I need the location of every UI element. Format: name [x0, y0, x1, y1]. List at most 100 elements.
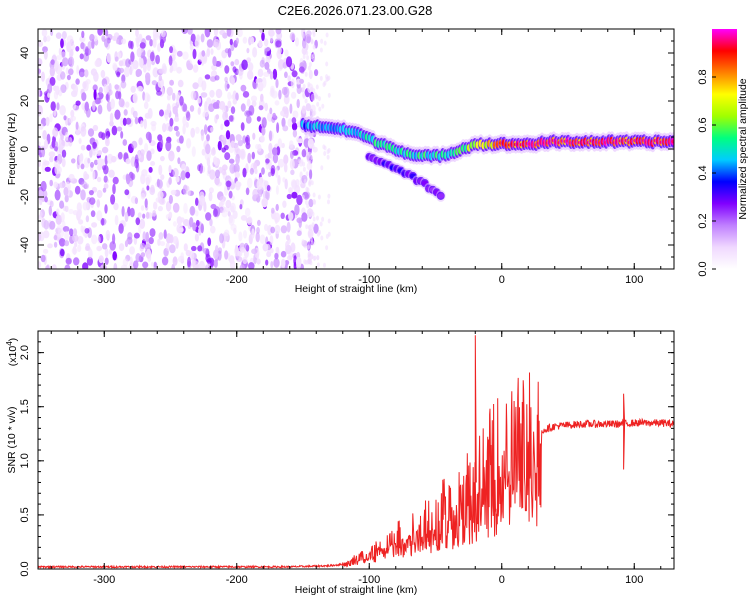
- spectrogram-noise-cell: [104, 204, 108, 214]
- spectrogram-noise-cell: [209, 89, 215, 98]
- spectrogram-noise-cell: [215, 114, 220, 120]
- spectrogram-noise-cell: [145, 211, 150, 219]
- spectrogram-noise-cell: [258, 40, 263, 48]
- spectrogram-noise-cell: [290, 242, 296, 253]
- spectrogram-noise-cell: [78, 219, 84, 225]
- spectrogram-noise-cell: [211, 64, 218, 71]
- spectrogram-noise-cell: [246, 216, 253, 226]
- snr-scale-label: (x104): [5, 338, 19, 366]
- spectrogram-noise-cell: [49, 156, 54, 163]
- spectrogram-noise-cell: [124, 211, 129, 222]
- y-tick-label: 1.5: [19, 399, 31, 414]
- spectrogram-noise-cell: [302, 92, 306, 98]
- spectrogram-noise-cell: [75, 46, 80, 52]
- x-tick-label: -300: [93, 574, 115, 586]
- spectrogram-noise-cell: [96, 199, 101, 208]
- spectrogram-noise-cell: [124, 189, 130, 196]
- spectrogram-noise-cell: [308, 231, 312, 237]
- spectrogram-noise-cell: [121, 38, 127, 45]
- spectrogram-noise-cell: [183, 202, 188, 214]
- spectrogram-noise-cell: [44, 196, 48, 203]
- spectrogram-noise-cell: [81, 92, 87, 102]
- spectrogram-noise-cell: [124, 240, 129, 248]
- spectrogram-noise-cell: [266, 251, 272, 258]
- spectrogram-noise-cell: [80, 163, 85, 170]
- spectrogram-noise-cell: [92, 170, 96, 180]
- spectrogram-noise-cell: [114, 109, 121, 120]
- spectrogram-noise-cell: [251, 248, 258, 255]
- spectrogram-noise-cell: [61, 30, 67, 40]
- spectrogram-noise-cell: [94, 59, 101, 68]
- spectrogram-noise-cell: [219, 195, 226, 203]
- spectrogram-noise-cell: [182, 51, 189, 60]
- spectrogram-noise-cell: [155, 54, 161, 65]
- spectrogram-noise-cell: [275, 185, 279, 195]
- spectrogram-noise-cell: [109, 112, 114, 124]
- spectrogram-noise-cell: [246, 98, 251, 107]
- spectrogram-noise-cell: [282, 125, 289, 132]
- spectrogram-noise-cell: [312, 192, 316, 198]
- spectrogram-noise-cell: [138, 224, 142, 235]
- spectrogram-noise-cell: [87, 41, 93, 50]
- spectrogram-noise-cell: [204, 29, 211, 38]
- spectrogram-noise-cell: [174, 116, 180, 123]
- spectrogram-noise-cell: [49, 76, 56, 86]
- spectrogram-signal-layer: [299, 114, 674, 202]
- spectrogram-y-label: Frequency (Hz): [6, 113, 18, 185]
- spectrogram-noise-cell: [152, 67, 159, 78]
- spectrogram-noise-cell: [38, 58, 43, 67]
- spectrogram-noise-cell: [66, 74, 71, 81]
- spectrogram-noise-cell: [87, 157, 91, 164]
- spectrogram-noise-cell: [49, 66, 55, 77]
- spectrogram-noise-cell: [225, 130, 231, 140]
- spectrogram-noise-cell: [65, 67, 69, 75]
- spectrogram-noise-cell: [308, 69, 313, 80]
- spectrogram-noise-cell: [145, 174, 152, 184]
- spectrogram-noise-cell: [217, 140, 222, 151]
- spectrogram-noise-cell: [292, 110, 299, 119]
- spectrogram-noise-cell: [228, 115, 234, 122]
- spectrogram-noise-cell: [261, 167, 265, 175]
- spectrogram-noise-cell: [190, 127, 196, 138]
- spectrogram-noise-cell: [296, 217, 303, 224]
- spectrogram-noise-cell: [84, 101, 90, 112]
- spectrogram-noise-cell: [312, 53, 316, 59]
- spectrogram-noise-cell: [96, 176, 102, 183]
- spectrogram-noise-cell: [200, 223, 204, 234]
- spectrogram-noise-cell: [269, 34, 274, 43]
- spectrogram-noise-cell: [301, 149, 307, 158]
- snr-panel: -300 -200 -100 0 100 0.0 0.5 1.0 1.5 2.0 Height …: [5, 330, 675, 596]
- spectrogram-noise-cell: [80, 42, 85, 50]
- spectrogram-noise-cell: [310, 104, 316, 113]
- spectrogram-noise-cell: [114, 214, 119, 226]
- spectrogram-noise-cell: [240, 103, 246, 112]
- spectrogram-noise-cell: [113, 202, 119, 211]
- spectrogram-noise-cell: [165, 214, 171, 220]
- spectrogram-noise-cell: [247, 62, 254, 72]
- spectrogram-noise-cell: [213, 259, 218, 268]
- spectrogram-noise-cell: [212, 208, 218, 218]
- spectrogram-noise-cell: [302, 38, 307, 49]
- spectrogram-noise-cell: [290, 78, 295, 89]
- spectrogram-noise-cell: [61, 157, 66, 168]
- spectrogram-noise-cell: [41, 147, 46, 158]
- spectrogram-noise-cell: [260, 93, 264, 102]
- spectrogram-noise-cell: [129, 207, 135, 218]
- spectrogram-noise-cell: [305, 186, 309, 192]
- spectrogram-noise-cell: [267, 224, 273, 236]
- spectrogram-noise-cell: [245, 142, 251, 150]
- spectrogram-noise-cell: [77, 244, 82, 253]
- spectrogram-noise-cell: [251, 228, 255, 239]
- y-tick-label: 0.5: [19, 507, 31, 522]
- spectrogram-noise-cell: [133, 232, 140, 239]
- spectrogram-noise-cell: [90, 161, 94, 168]
- spectrogram-noise-cell: [208, 187, 214, 194]
- spectrogram-noise-cell: [224, 119, 230, 127]
- spectrogram-noise-cell: [112, 176, 119, 185]
- spectrogram-noise-cell: [50, 101, 56, 111]
- spectrogram-noise-cell: [53, 241, 58, 248]
- spectrogram-noise-cell: [273, 257, 280, 268]
- spectrogram-noise-cell: [129, 246, 136, 255]
- spectrogram-noise-cell: [172, 48, 177, 57]
- spectrogram-noise-cell: [213, 156, 218, 165]
